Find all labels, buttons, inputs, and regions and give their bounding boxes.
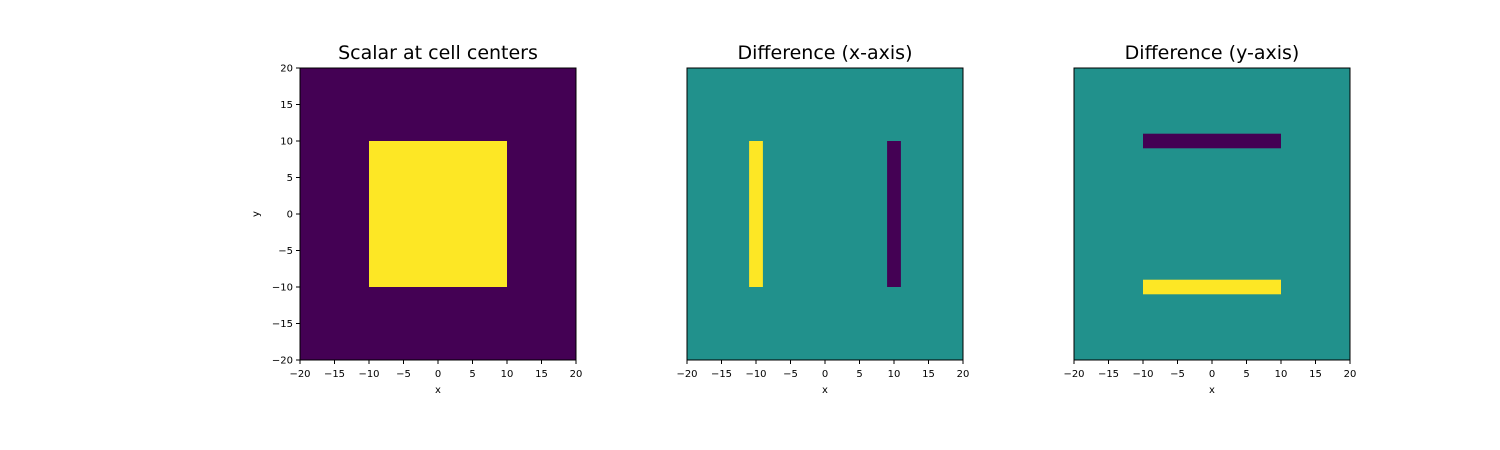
x-tick-label: −20 bbox=[289, 369, 310, 380]
x-tick-label: 20 bbox=[570, 369, 583, 380]
x-tick-label: −15 bbox=[324, 369, 345, 380]
y-axis-label: y bbox=[251, 211, 262, 217]
y-tick-label: 15 bbox=[280, 100, 293, 111]
chart-panel-3: Difference (y-axis) −20 −15 −10 −5 0 5 10 15 20 x bbox=[1063, 42, 1356, 396]
x-tick-label: 20 bbox=[1344, 369, 1357, 380]
y-tick-label: 5 bbox=[287, 173, 293, 184]
x-tick-label: −5 bbox=[1170, 369, 1185, 380]
heatmap-region-1 bbox=[369, 141, 507, 287]
y-tick-label: 20 bbox=[280, 64, 293, 75]
y-tick-label: −20 bbox=[272, 356, 293, 367]
x-tick-label: −10 bbox=[358, 369, 379, 380]
heatmap-region-1 bbox=[749, 141, 763, 287]
x-tick-label: 0 bbox=[1209, 369, 1215, 380]
x-tick-label: 15 bbox=[922, 369, 935, 380]
x-tick-label: 0 bbox=[435, 369, 441, 380]
x-tick-label: −15 bbox=[1098, 369, 1119, 380]
heatmap-region-2 bbox=[1143, 279, 1281, 295]
x-tick-label: −10 bbox=[1132, 369, 1153, 380]
x-axis-label: x bbox=[822, 385, 828, 396]
x-axis-label: x bbox=[1209, 385, 1215, 396]
x-tick-label: 10 bbox=[888, 369, 901, 380]
y-tick-label: −5 bbox=[278, 246, 293, 257]
y-tick-label: 10 bbox=[280, 137, 293, 148]
x-tick-label: 5 bbox=[1243, 369, 1249, 380]
chart-panel-2: Difference (x-axis) −20 −15 −10 −5 0 5 10 15 20 x bbox=[676, 42, 969, 396]
x-axis-label: x bbox=[435, 385, 441, 396]
x-tick-label: 20 bbox=[957, 369, 970, 380]
y-tick-label: 0 bbox=[287, 210, 293, 221]
x-tick-label: 5 bbox=[856, 369, 862, 380]
x-tick-label: −20 bbox=[676, 369, 697, 380]
heatmap-background bbox=[687, 68, 963, 360]
x-tick-label: −10 bbox=[745, 369, 766, 380]
y-tick-label: −15 bbox=[272, 319, 293, 330]
heatmap-region-1 bbox=[1143, 133, 1281, 149]
x-tick-label: −20 bbox=[1063, 369, 1084, 380]
chart-title: Scalar at cell centers bbox=[338, 42, 538, 64]
panels: Scalar at cell centers −20 −15 −10 −5 0 5 10 15 2… bbox=[251, 42, 1356, 396]
x-tick-label: −15 bbox=[711, 369, 732, 380]
x-tick-label: 0 bbox=[822, 369, 828, 380]
x-tick-label: 5 bbox=[469, 369, 475, 380]
x-tick-label: 10 bbox=[1275, 369, 1288, 380]
heatmap-background bbox=[1074, 68, 1350, 360]
heatmap-region-2 bbox=[887, 141, 901, 287]
y-tick-label: −10 bbox=[272, 283, 293, 294]
x-tick-label: 10 bbox=[501, 369, 514, 380]
x-tick-label: −5 bbox=[396, 369, 411, 380]
chart-panel-1: Scalar at cell centers −20 −15 −10 −5 0 5 10 15 2… bbox=[251, 42, 582, 396]
x-tick-label: 15 bbox=[535, 369, 548, 380]
chart-title: Difference (x-axis) bbox=[738, 42, 913, 64]
x-tick-label: −5 bbox=[783, 369, 798, 380]
chart-title: Difference (y-axis) bbox=[1125, 42, 1300, 64]
x-tick-label: 15 bbox=[1309, 369, 1322, 380]
